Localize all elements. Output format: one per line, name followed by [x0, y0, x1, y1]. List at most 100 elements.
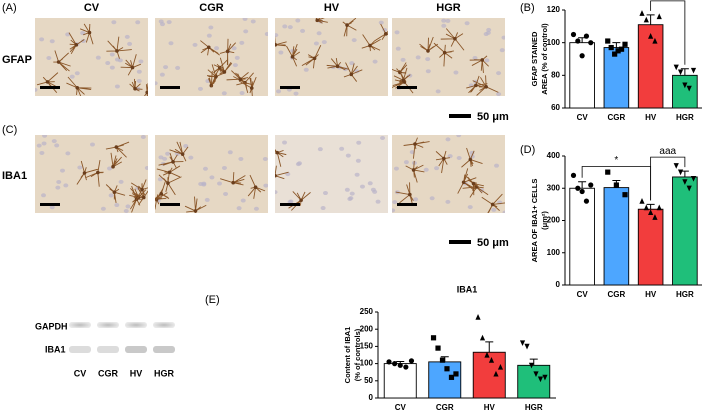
data-point — [435, 345, 441, 351]
nucleus — [359, 184, 365, 189]
cell — [393, 67, 411, 86]
data-point — [588, 40, 594, 46]
data-point — [444, 366, 450, 372]
cell — [105, 184, 126, 203]
data-point — [682, 179, 688, 185]
data-point — [583, 198, 590, 204]
cell — [155, 188, 168, 210]
cell — [405, 160, 425, 183]
micrograph-bg — [35, 18, 148, 96]
nucleus — [496, 71, 502, 76]
nucleus — [100, 206, 106, 211]
nucleus — [456, 155, 462, 160]
significance-label: * — [614, 155, 618, 166]
cell — [433, 42, 454, 67]
cell-body — [474, 83, 478, 88]
nucleus — [202, 166, 208, 171]
nucleus — [320, 206, 326, 211]
data-point — [652, 37, 658, 44]
data-point — [497, 363, 504, 370]
x-tick-label: HGR — [676, 290, 694, 299]
data-point — [677, 69, 684, 76]
cell — [247, 174, 266, 199]
nucleus — [423, 167, 429, 172]
nucleus — [425, 69, 431, 74]
nucleus — [321, 40, 327, 45]
nucleus — [409, 150, 415, 155]
chart-title: IBA1 — [457, 284, 478, 294]
x-tick-label: CGR — [436, 403, 454, 412]
nucleus — [114, 84, 120, 89]
panel-label: (D) — [520, 144, 535, 156]
cell-body — [166, 181, 170, 185]
nucleus — [445, 199, 451, 204]
bar — [672, 74, 698, 109]
cell-body — [222, 70, 227, 74]
nucleus — [109, 52, 115, 57]
nucleus — [293, 91, 299, 96]
x-tick-label: HV — [645, 113, 657, 122]
nucleus — [231, 46, 237, 51]
cell — [361, 34, 381, 52]
x-tick-label: CV — [395, 403, 407, 412]
nucleus — [351, 38, 357, 43]
nucleus — [264, 32, 268, 37]
cell-body — [238, 77, 242, 82]
data-point — [386, 359, 392, 365]
data-point — [542, 374, 548, 381]
nucleus — [297, 161, 303, 166]
scale-bar — [449, 240, 471, 244]
data-point — [475, 314, 481, 320]
bar — [603, 187, 630, 286]
cell — [110, 152, 123, 168]
nucleus — [123, 209, 129, 213]
nucleus — [165, 151, 171, 156]
nucleus — [127, 41, 133, 46]
nucleus — [124, 34, 130, 39]
data-point — [618, 46, 625, 52]
y-axis-label: (% of controls) — [353, 328, 362, 381]
western-blot: GAPDH IBA1 CV CGR HV HGR — [35, 321, 175, 378]
cell — [342, 18, 357, 37]
cell-body — [231, 180, 235, 185]
nucleus — [349, 61, 355, 66]
data-point — [524, 343, 530, 350]
nucleus — [107, 166, 113, 171]
nucleus — [74, 71, 80, 76]
x-tick-label: CV — [577, 113, 589, 122]
cell — [120, 54, 142, 76]
data-point — [608, 44, 614, 51]
scale-bar — [40, 86, 60, 89]
cell-body — [335, 64, 340, 69]
nucleus — [136, 78, 142, 83]
cell-body — [442, 156, 446, 161]
nucleus — [214, 46, 220, 51]
cell — [158, 152, 184, 169]
nucleus — [41, 193, 47, 198]
cell-body — [133, 87, 137, 91]
cell-body — [87, 30, 92, 35]
cell — [143, 83, 148, 96]
cell-body — [275, 173, 277, 178]
cell-body — [401, 78, 406, 83]
x-tick-label: HV — [645, 290, 657, 299]
nucleus — [400, 57, 406, 62]
nucleus — [108, 193, 114, 198]
cell-body — [112, 190, 117, 195]
nucleus — [253, 206, 259, 211]
panel-label: (C) — [2, 124, 17, 136]
column-label: CGR — [199, 2, 224, 14]
micrograph — [392, 135, 505, 213]
cell-body — [468, 157, 473, 162]
scale-bar-label: 50 μm — [477, 111, 509, 123]
x-tick-label: HGR — [525, 403, 543, 412]
nucleus — [472, 55, 478, 60]
nucleus — [209, 175, 215, 180]
cell-body — [408, 192, 412, 197]
nucleus — [166, 20, 172, 25]
data-point — [656, 13, 662, 20]
nucleus — [275, 33, 279, 38]
cell-body — [384, 32, 388, 36]
nucleus — [192, 42, 198, 47]
